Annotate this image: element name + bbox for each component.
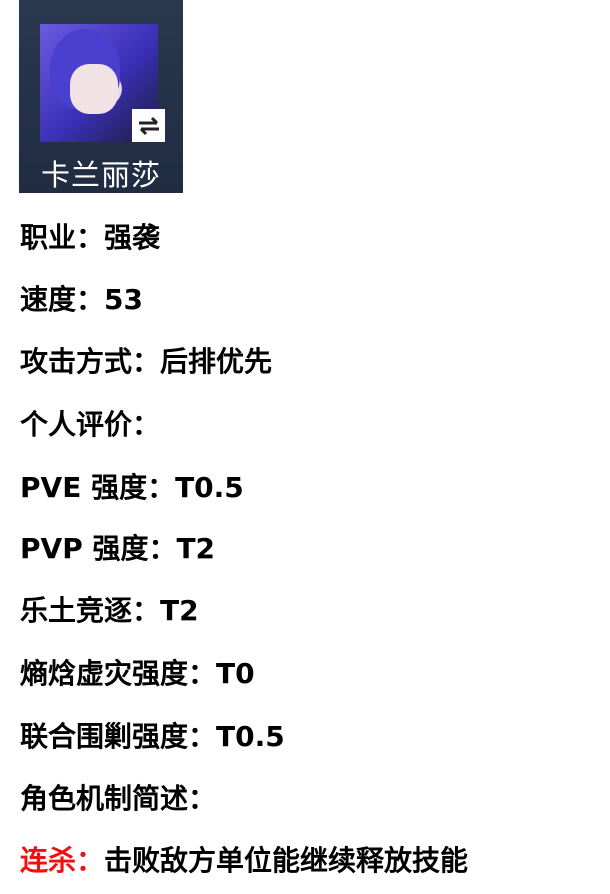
character-portrait [40, 24, 158, 142]
swap-arrows-icon[interactable] [132, 109, 165, 142]
stat-pve: PVE 强度：T0.5 [20, 471, 244, 504]
character-name: 卡兰丽莎 [40, 158, 161, 192]
stat-entropy: 熵焓虚灾强度：T0 [20, 657, 255, 690]
skill-name: 连杀： [20, 844, 105, 877]
stat-pvp: PVP 强度：T2 [20, 532, 216, 565]
stat-paradise: 乐土竞逐：T2 [20, 594, 199, 627]
stat-attack-mode: 攻击方式：后排优先 [20, 345, 273, 378]
character-avatar-card[interactable]: 卡兰丽莎 [19, 0, 183, 193]
stat-speed: 速度：53 [20, 283, 143, 316]
stat-class: 职业：强袭 [20, 221, 161, 254]
mechanism-heading: 角色机制简述： [20, 782, 217, 815]
skill-description: 击败敌方单位能继续释放技能 [104, 844, 469, 877]
skill-line: 连杀：击败敌方单位能继续释放技能 [20, 844, 468, 878]
stat-joint-siege: 联合围剿强度：T0.5 [20, 720, 285, 753]
stat-evaluation-heading: 个人评价： [20, 408, 161, 441]
